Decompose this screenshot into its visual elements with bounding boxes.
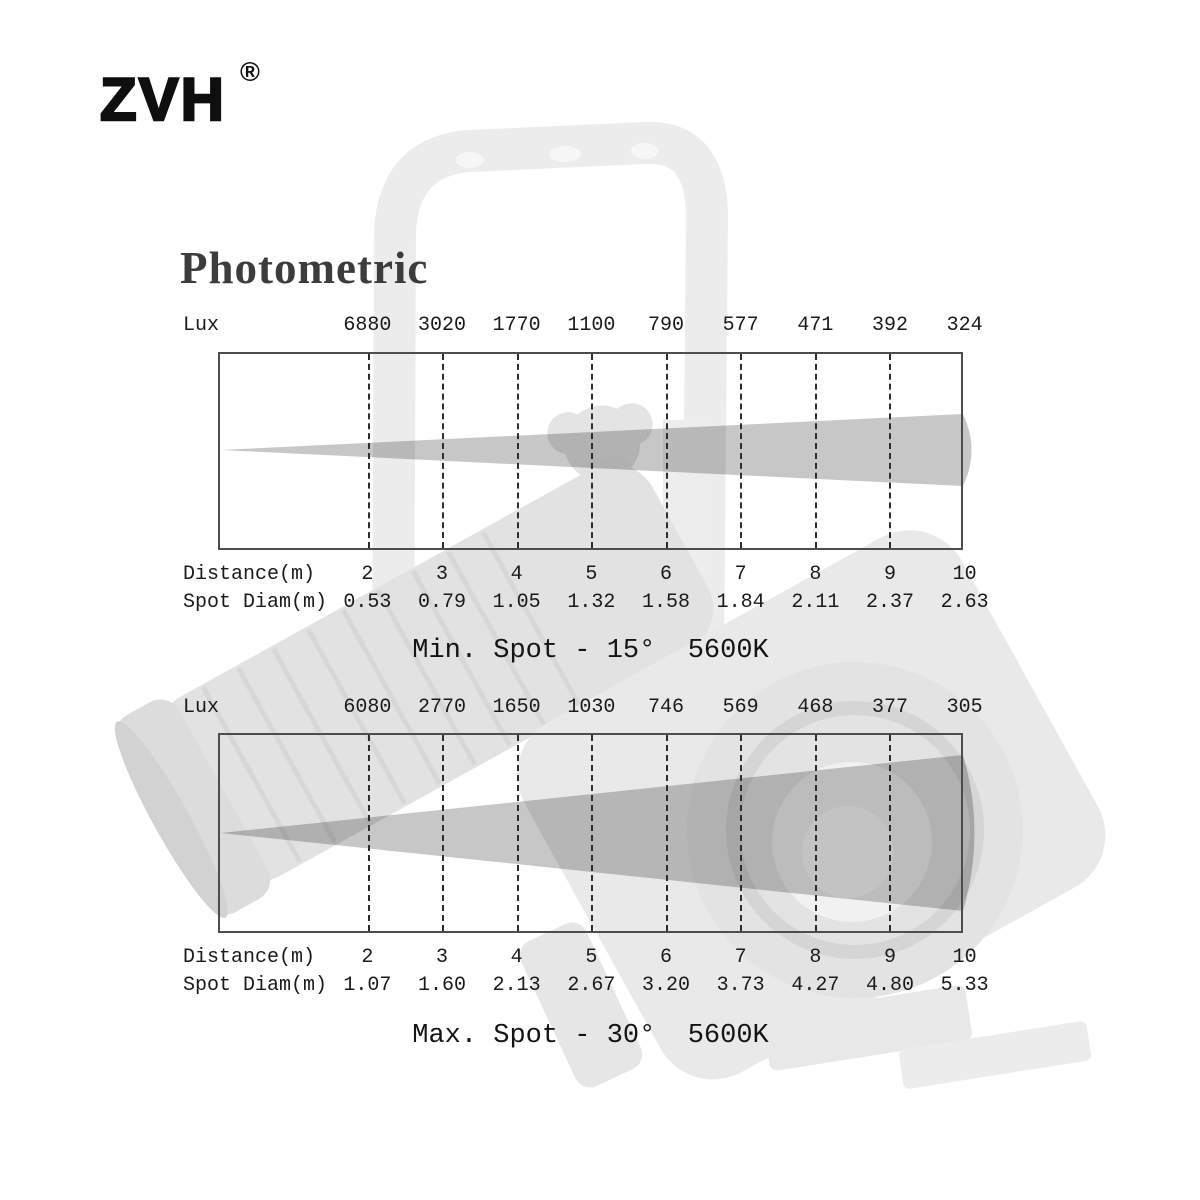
dashed-gridline bbox=[666, 354, 668, 548]
spot-diameter-value: 1.32 bbox=[567, 591, 616, 614]
dashed-gridline bbox=[442, 735, 444, 931]
spot-diameter-value: 4.80 bbox=[865, 974, 914, 997]
distance-value: 8 bbox=[809, 946, 822, 969]
spot-diameter-value: 1.07 bbox=[343, 974, 392, 997]
dashed-gridline bbox=[889, 735, 891, 931]
chart-caption-min-spot: Min. Spot - 15° 5600K bbox=[412, 636, 769, 666]
dashed-gridline bbox=[368, 735, 370, 931]
distance-label: Distance(m) bbox=[183, 563, 316, 586]
brand-logo: ZVH bbox=[99, 66, 226, 133]
spot-diameter-value: 3.20 bbox=[641, 974, 690, 997]
dashed-gridline bbox=[740, 354, 742, 548]
dashed-gridline bbox=[517, 354, 519, 548]
distance-value: 10 bbox=[952, 563, 977, 586]
spot-diameter-value: 2.63 bbox=[940, 591, 989, 614]
dashed-gridline bbox=[815, 354, 817, 548]
lux-value: 305 bbox=[946, 696, 983, 719]
spot-diameter-value: 1.58 bbox=[641, 591, 690, 614]
lux-value: 746 bbox=[647, 696, 684, 719]
dashed-gridline bbox=[740, 735, 742, 931]
distance-value: 3 bbox=[435, 563, 448, 586]
chart-caption-max-spot: Max. Spot - 30° 5600K bbox=[412, 1021, 769, 1051]
spot-diameter-value: 2.67 bbox=[567, 974, 616, 997]
spot-diameter-value: 3.73 bbox=[716, 974, 765, 997]
distance-value: 4 bbox=[510, 563, 523, 586]
dashed-gridline bbox=[368, 354, 370, 548]
spot-diameter-value: 5.33 bbox=[940, 974, 989, 997]
distance-value: 5 bbox=[585, 563, 598, 586]
lux-value: 3020 bbox=[417, 314, 466, 337]
lux-label: Lux bbox=[183, 696, 220, 719]
dashed-gridline bbox=[517, 735, 519, 931]
lux-value: 468 bbox=[797, 696, 834, 719]
beam-diagram-box-max-spot bbox=[218, 733, 963, 933]
lux-value: 6880 bbox=[343, 314, 392, 337]
spot-diameter-value: 1.60 bbox=[417, 974, 466, 997]
distance-value: 8 bbox=[809, 563, 822, 586]
lux-value: 1650 bbox=[492, 696, 541, 719]
registered-trademark-icon: ® bbox=[240, 57, 260, 87]
dashed-gridline bbox=[591, 735, 593, 931]
distance-value: 2 bbox=[361, 563, 374, 586]
dashed-gridline bbox=[442, 354, 444, 548]
dashed-gridline bbox=[815, 735, 817, 931]
distance-value: 10 bbox=[952, 946, 977, 969]
distance-value: 5 bbox=[585, 946, 598, 969]
beam-diagram-box-min-spot bbox=[218, 352, 963, 550]
distance-value: 9 bbox=[883, 946, 896, 969]
spot-diameter-values-row: 0.53 0.79 1.05 1.32 1.58 1.84 2.11 2.37 2.63 bbox=[330, 591, 1002, 615]
spot-diameter-value: 0.79 bbox=[417, 591, 466, 614]
distance-value: 3 bbox=[435, 946, 448, 969]
lux-value: 790 bbox=[647, 314, 684, 337]
lux-value: 1030 bbox=[567, 696, 616, 719]
lux-value: 569 bbox=[722, 696, 759, 719]
lux-label: Lux bbox=[183, 314, 220, 337]
spot-diameter-value: 2.37 bbox=[865, 591, 914, 614]
lux-value: 377 bbox=[871, 696, 908, 719]
lux-values-row: 6880 3020 1770 1100 790 577 471 392 324 bbox=[330, 314, 1002, 338]
spot-diameter-values-row: 1.07 1.60 2.13 2.67 3.20 3.73 4.27 4.80 5.33 bbox=[330, 974, 1002, 998]
spot-diameter-value: 1.84 bbox=[716, 591, 765, 614]
spot-diameter-value: 2.13 bbox=[492, 974, 541, 997]
support-bracket bbox=[519, 922, 1092, 1089]
spot-diameter-value: 1.05 bbox=[492, 591, 541, 614]
spot-diameter-label: Spot Diam(m) bbox=[183, 974, 328, 997]
distance-value: 6 bbox=[659, 563, 672, 586]
distance-value: 2 bbox=[361, 946, 374, 969]
distance-value: 9 bbox=[883, 563, 896, 586]
lux-value: 6080 bbox=[343, 696, 392, 719]
distance-value: 7 bbox=[734, 946, 747, 969]
spot-diameter-value: 0.53 bbox=[343, 591, 392, 614]
spot-diameter-value: 2.11 bbox=[791, 591, 840, 614]
distance-value: 6 bbox=[659, 946, 672, 969]
dashed-gridline bbox=[591, 354, 593, 548]
distance-label: Distance(m) bbox=[183, 946, 316, 969]
lux-value: 577 bbox=[722, 314, 759, 337]
lux-value: 2770 bbox=[417, 696, 466, 719]
lux-value: 392 bbox=[871, 314, 908, 337]
dashed-gridline bbox=[666, 735, 668, 931]
lux-value: 471 bbox=[797, 314, 834, 337]
distance-value: 7 bbox=[734, 563, 747, 586]
spot-diameter-value: 4.27 bbox=[791, 974, 840, 997]
distance-values-row: 2 3 4 5 6 7 8 9 10 bbox=[330, 563, 1002, 587]
page-title: Photometric bbox=[180, 243, 429, 293]
dashed-gridline bbox=[889, 354, 891, 548]
lux-values-row: 6080 2770 1650 1030 746 569 468 377 305 bbox=[330, 696, 1002, 720]
distance-values-row: 2 3 4 5 6 7 8 9 10 bbox=[330, 946, 1002, 970]
lux-value: 1100 bbox=[567, 314, 616, 337]
lux-value: 324 bbox=[946, 314, 983, 337]
distance-value: 4 bbox=[510, 946, 523, 969]
lux-value: 1770 bbox=[492, 314, 541, 337]
spot-diameter-label: Spot Diam(m) bbox=[183, 591, 328, 614]
